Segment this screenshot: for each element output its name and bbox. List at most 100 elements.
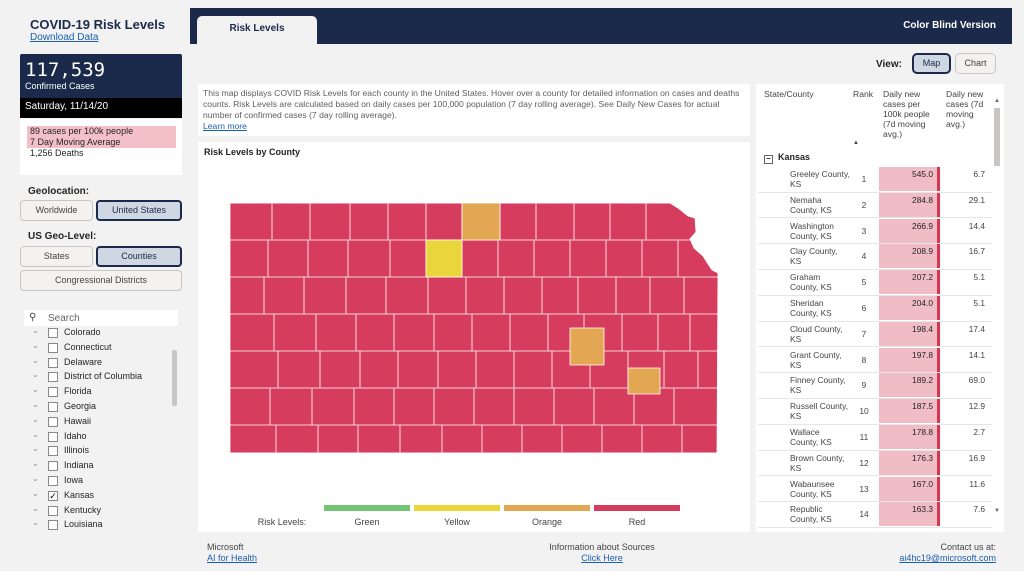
- chevron-down-icon[interactable]: ⌄: [32, 326, 39, 335]
- table-row[interactable]: Cloud County, KS 7 198.4 17.4: [758, 321, 992, 348]
- state-list-item[interactable]: ⌄ Louisiana: [24, 518, 174, 532]
- table-row[interactable]: Nemaha County, KS 2 284.8 29.1: [758, 192, 992, 219]
- col-header-rank[interactable]: Rank: [853, 89, 874, 99]
- learn-more-link[interactable]: Learn more: [203, 121, 247, 131]
- col-header-daily[interactable]: Daily new cases (7d moving avg.): [946, 89, 984, 129]
- chevron-down-icon[interactable]: ⌄: [32, 518, 39, 528]
- color-blind-version-link[interactable]: Color Blind Version: [903, 20, 996, 31]
- checkbox[interactable]: ✓: [48, 490, 58, 501]
- tab-risk-levels[interactable]: Risk Levels: [197, 16, 317, 44]
- state-list-item[interactable]: ⌄ Hawaii: [24, 415, 174, 429]
- checkbox[interactable]: [48, 476, 58, 486]
- state-list-item[interactable]: ⌄ Idaho: [24, 430, 174, 444]
- checkbox[interactable]: [48, 372, 58, 383]
- checkbox[interactable]: [48, 328, 58, 338]
- state-list[interactable]: ⌄ Colorado ⌄ Connecticut ⌄ Delaware ⌄ District …: [24, 326, 184, 534]
- state-list-item[interactable]: ⌄ Georgia: [24, 400, 174, 414]
- state-outline[interactable]: [229, 202, 719, 454]
- daily-cases-cell: 14.1: [968, 349, 985, 360]
- col-header-state-county[interactable]: State/County: [764, 89, 814, 99]
- table-row[interactable]: Clay County, KS 4 208.9 16.7: [758, 244, 992, 270]
- chevron-down-icon[interactable]: ⌄: [32, 488, 39, 498]
- checkbox[interactable]: [48, 416, 58, 427]
- checkbox[interactable]: [48, 402, 58, 412]
- state-list-item[interactable]: ⌄ Delaware: [24, 356, 174, 370]
- state-list-item[interactable]: ⌄ ✓ Kansas: [24, 489, 174, 503]
- county-orange-1[interactable]: [461, 202, 501, 241]
- footer-center: Information about Sources Click Here: [547, 542, 657, 564]
- table-row[interactable]: Sheridan County, KS 6 204.0 5.1: [758, 296, 992, 322]
- chevron-down-icon[interactable]: ⌄: [32, 355, 39, 365]
- table-row[interactable]: Washington County, KS 3 266.9 14.4: [758, 218, 992, 245]
- checkbox[interactable]: [48, 520, 58, 531]
- view-chart-button[interactable]: Chart: [955, 53, 996, 74]
- download-data-link[interactable]: Download Data: [30, 32, 99, 43]
- checkbox[interactable]: [48, 505, 58, 516]
- county-cell: Republic County, KS: [790, 504, 832, 525]
- per-100k-cell: 197.8: [879, 347, 937, 372]
- state-list-item[interactable]: ⌄ Illinois: [24, 444, 174, 458]
- table-row[interactable]: Republic County, KS 14 163.3 7.6: [758, 502, 992, 528]
- congressional-districts-button[interactable]: Congressional Districts: [20, 270, 182, 291]
- sources-label: Information about Sources: [549, 542, 655, 552]
- contact-email-link[interactable]: ai4hc19@microsoft.com: [899, 553, 996, 563]
- chevron-down-icon[interactable]: ⌄: [32, 444, 39, 454]
- kansas-county-map[interactable]: [198, 142, 750, 532]
- table-row[interactable]: Graham County, KS 5 207.2 5.1: [758, 270, 992, 296]
- table-row[interactable]: Grant County, KS 8 197.8 14.1: [758, 347, 992, 374]
- group-row-kansas[interactable]: − Kansas: [764, 152, 810, 164]
- col-header-per-100k[interactable]: Daily new cases per 100k people (7d movi…: [883, 89, 930, 139]
- legend-swatch-red: [594, 505, 680, 511]
- state-list-item[interactable]: ⌄ Indiana: [24, 459, 174, 473]
- state-list-item[interactable]: ⌄ Kentucky: [24, 504, 174, 518]
- checkbox[interactable]: [48, 446, 58, 457]
- click-here-link[interactable]: Click Here: [581, 553, 623, 563]
- county-orange-3[interactable]: [627, 367, 661, 395]
- collapse-icon[interactable]: −: [764, 155, 773, 164]
- table-row[interactable]: Greeley County, KS 1 545.0 6.7: [758, 167, 992, 193]
- chevron-down-icon[interactable]: ⌄: [32, 370, 39, 380]
- checkbox[interactable]: [48, 387, 58, 398]
- state-list-item[interactable]: ⌄ Connecticut: [24, 341, 174, 355]
- table-row[interactable]: Russell County, KS 10 187.5 12.9: [758, 399, 992, 425]
- stats-box: 89 cases per 100k people 7 Day Moving Av…: [20, 119, 182, 175]
- table-scrollbar[interactable]: [994, 108, 1000, 166]
- table-row[interactable]: Wabaunsee County, KS 13 167.0 11.6: [758, 476, 992, 503]
- state-list-item[interactable]: ⌄ Florida: [24, 385, 174, 399]
- per-100k-cell: 176.3: [879, 450, 937, 475]
- table-row[interactable]: Brown County, KS 12 176.3 16.9: [758, 450, 992, 477]
- county-cell: Sheridan County, KS: [790, 298, 832, 318]
- state-list-scrollbar[interactable]: [172, 350, 177, 406]
- search-input[interactable]: ⚲ Search: [24, 310, 178, 327]
- state-list-item[interactable]: ⌄ Iowa: [24, 474, 174, 488]
- checkbox[interactable]: [48, 342, 58, 353]
- chevron-down-icon[interactable]: ⌄: [32, 385, 39, 395]
- counties-button[interactable]: Counties: [96, 246, 182, 267]
- chevron-down-icon[interactable]: ⌄: [32, 429, 39, 439]
- view-map-button[interactable]: Map: [912, 53, 951, 74]
- checkbox[interactable]: [48, 357, 58, 368]
- chevron-down-icon[interactable]: ⌄: [32, 414, 39, 424]
- chevron-down-icon[interactable]: ⌄: [32, 503, 39, 513]
- rank-cell: 3: [861, 225, 867, 236]
- state-list-item[interactable]: ⌄ Colorado: [24, 326, 174, 340]
- county-yellow-1[interactable]: [425, 239, 463, 278]
- chevron-down-icon[interactable]: ⌄: [32, 459, 39, 469]
- checkbox[interactable]: [48, 431, 58, 442]
- chevron-down-icon[interactable]: ⌄: [32, 474, 39, 483]
- table-row[interactable]: Finney County, KS 9 189.2 69.0: [758, 373, 992, 399]
- table-row[interactable]: Wallace County, KS 11 178.8 2.7: [758, 425, 992, 451]
- state-list-item[interactable]: ⌄ District of Columbia: [24, 370, 174, 384]
- states-button[interactable]: States: [20, 246, 93, 267]
- united-states-button[interactable]: United States: [96, 200, 182, 221]
- checkbox[interactable]: [48, 461, 58, 472]
- county-orange-2[interactable]: [569, 327, 605, 366]
- county-table: State/County Rank Daily new cases per 10…: [756, 84, 1004, 532]
- ai-for-health-link[interactable]: AI for Health: [207, 553, 258, 563]
- scroll-down-icon[interactable]: ▼: [994, 508, 1000, 514]
- worldwide-button[interactable]: Worldwide: [20, 200, 93, 221]
- chevron-down-icon[interactable]: ⌄: [32, 400, 39, 409]
- scroll-up-icon[interactable]: ▲: [994, 98, 1000, 104]
- risk-indicator: [937, 502, 940, 527]
- chevron-down-icon[interactable]: ⌄: [32, 340, 39, 350]
